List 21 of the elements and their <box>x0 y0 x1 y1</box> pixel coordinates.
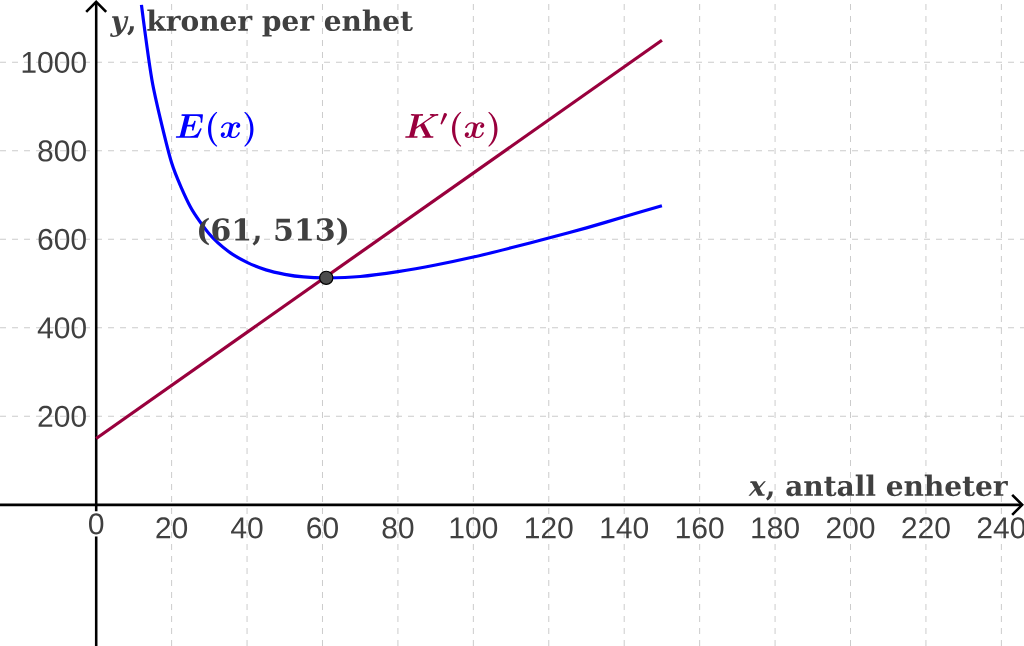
x-tick-label: 100 <box>450 517 498 539</box>
y-tick-label: 1000 <box>22 51 86 73</box>
x-tick-label: 140 <box>601 517 649 539</box>
y-tick-label: 600 <box>38 228 86 250</box>
x-tick-label: 0 <box>89 513 104 535</box>
x-tick-label: 40 <box>231 517 263 539</box>
series-label: $E(x)$ <box>175 111 254 147</box>
y-tick-label: 200 <box>38 405 86 427</box>
x-tick-label: 60 <box>307 517 338 539</box>
x-tick-label: 220 <box>902 517 950 539</box>
x-tick-label: 80 <box>382 517 414 539</box>
y-tick-label: 800 <box>38 140 86 162</box>
y-tick-label: 400 <box>37 317 86 339</box>
x-tick-label: 180 <box>752 517 799 539</box>
x-tick-label: 120 <box>526 517 573 539</box>
x-axis-title: x, antall enheter <box>748 474 1008 501</box>
x-tick-label: 160 <box>676 517 724 539</box>
x-tick-label: 20 <box>156 517 188 539</box>
y-axis-title: y, kroner per enhet <box>110 9 413 37</box>
series-label: $K'(x)$ <box>405 111 498 147</box>
x-tick-label: 200 <box>826 517 875 539</box>
